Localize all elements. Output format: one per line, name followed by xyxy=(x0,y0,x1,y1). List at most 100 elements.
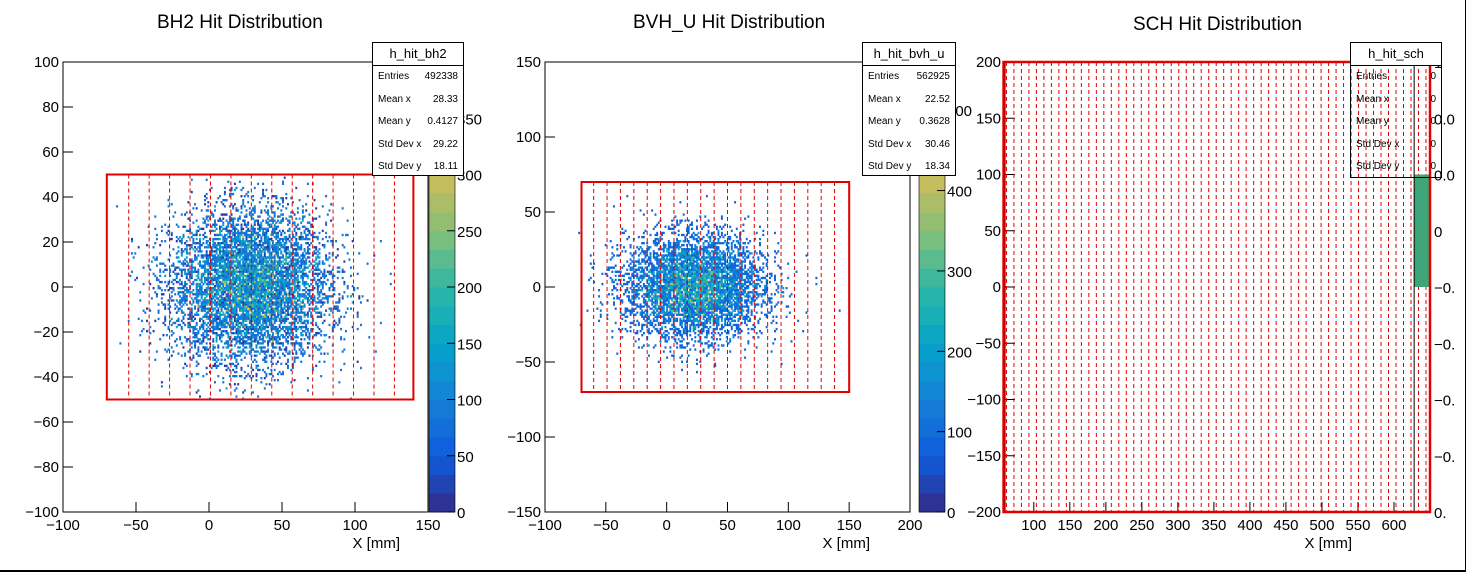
histogram-bin xyxy=(268,317,271,321)
histogram-bin xyxy=(311,235,314,239)
histogram-bin xyxy=(240,242,243,245)
histogram-bin xyxy=(223,235,226,239)
histogram-bin xyxy=(248,233,251,237)
histogram-bin xyxy=(308,221,311,224)
histogram-bin xyxy=(195,334,198,337)
histogram-bin xyxy=(222,311,225,314)
histogram-bin xyxy=(172,248,175,251)
histogram-bin xyxy=(260,197,263,200)
histogram-bin xyxy=(273,325,276,329)
palette-band xyxy=(429,305,455,325)
histogram-bin xyxy=(260,342,263,345)
histogram-bin xyxy=(702,285,705,288)
histogram-bin xyxy=(250,311,253,314)
histogram-bin xyxy=(267,317,270,321)
histogram-bin xyxy=(338,321,341,325)
histogram-bin xyxy=(277,254,279,257)
histogram-bin xyxy=(207,244,210,247)
histogram-bin xyxy=(346,219,349,222)
histogram-bin xyxy=(177,260,180,263)
histogram-bin xyxy=(336,301,339,304)
histogram-bin xyxy=(338,381,341,384)
histogram-bin xyxy=(710,287,713,290)
histogram-bin xyxy=(223,276,226,280)
histogram-bin xyxy=(262,231,265,235)
histogram-bin xyxy=(258,315,261,318)
histogram-bin xyxy=(252,285,255,288)
histogram-bin xyxy=(238,299,241,302)
histogram-bin xyxy=(262,278,265,282)
histogram-bin xyxy=(223,192,226,196)
histogram-bin xyxy=(180,272,183,276)
histogram-bin xyxy=(704,321,707,325)
histogram-bin xyxy=(270,325,273,329)
histogram-bin xyxy=(253,254,256,257)
histogram-bin xyxy=(192,319,195,323)
histogram-bin xyxy=(757,270,760,273)
histogram-bin xyxy=(288,295,291,298)
histogram-bin xyxy=(787,262,790,265)
histogram-bin xyxy=(180,274,183,278)
histogram-bin xyxy=(232,254,235,257)
histogram-bin xyxy=(214,264,216,267)
histogram-bin xyxy=(316,262,319,265)
histogram-bin xyxy=(258,258,261,261)
histogram-bin xyxy=(202,375,205,378)
histogram-bin xyxy=(242,289,245,292)
histogram-bin xyxy=(175,252,178,255)
histogram-bin xyxy=(227,225,230,228)
histogram-bin xyxy=(338,293,341,296)
histogram-bin xyxy=(182,235,185,239)
histogram-bin xyxy=(243,231,246,235)
histogram-bin xyxy=(243,233,246,237)
histogram-bin xyxy=(258,201,261,204)
histogram-bin xyxy=(301,268,304,271)
histogram-bin xyxy=(238,235,241,239)
histogram-bin xyxy=(774,274,776,278)
histogram-bin xyxy=(167,199,170,202)
histogram-bin xyxy=(245,250,248,253)
histogram-bin xyxy=(215,295,218,298)
histogram-bin xyxy=(232,205,235,208)
histogram-bin xyxy=(180,254,183,257)
histogram-bin xyxy=(270,268,273,271)
histogram-bin xyxy=(245,327,248,331)
histogram-bin xyxy=(197,362,200,366)
histogram-bin xyxy=(696,287,698,290)
histogram-bin xyxy=(328,313,331,316)
histogram-bin xyxy=(705,272,708,276)
histogram-bin xyxy=(164,348,167,351)
histogram-bin xyxy=(240,188,243,192)
histogram-bin xyxy=(707,293,710,296)
histogram-bin xyxy=(285,270,288,273)
chart-title: BH2 Hit Distribution xyxy=(157,12,323,33)
histogram-bin xyxy=(341,207,344,210)
histogram-bin xyxy=(165,231,168,235)
histogram-bin xyxy=(316,325,319,329)
histogram-bin xyxy=(202,293,205,296)
histogram-bin xyxy=(220,266,223,269)
histogram-bin xyxy=(257,215,260,218)
histogram-bin xyxy=(306,274,309,278)
histogram-bin xyxy=(308,342,311,345)
histogram-bin xyxy=(162,321,165,325)
histogram-bin xyxy=(237,336,240,339)
histogram-bin xyxy=(701,266,703,269)
histogram-bin xyxy=(306,315,309,318)
histogram-bin xyxy=(280,280,283,284)
histogram-bin xyxy=(285,319,288,323)
histogram-bin xyxy=(662,264,665,267)
histogram-bin xyxy=(230,362,233,366)
histogram-bin xyxy=(293,223,296,226)
histogram-bin xyxy=(260,346,263,349)
histogram-bin xyxy=(720,307,723,310)
histogram-bin xyxy=(205,307,208,310)
histogram-bin xyxy=(172,264,175,267)
histogram-bin xyxy=(210,303,213,306)
histogram-bin xyxy=(240,274,243,278)
histogram-bin xyxy=(159,287,162,290)
histogram-bin xyxy=(177,307,180,310)
histogram-bin xyxy=(300,346,303,349)
histogram-bin xyxy=(207,201,210,204)
histogram-bin xyxy=(691,319,693,323)
